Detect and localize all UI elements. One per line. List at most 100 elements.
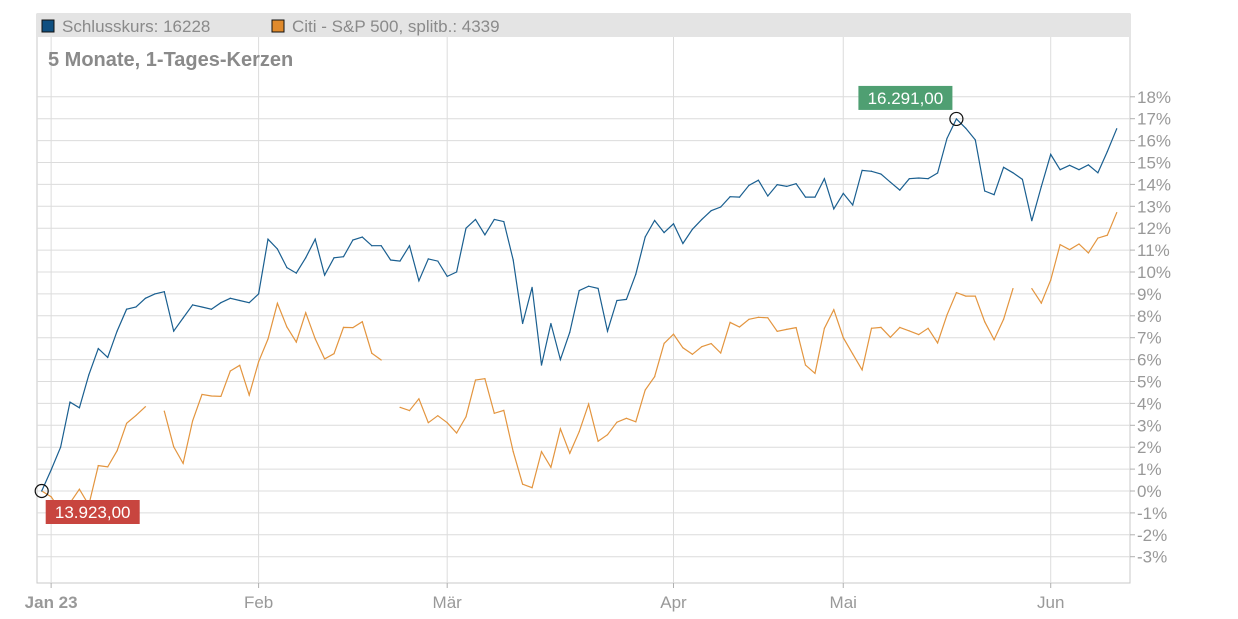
data-point xyxy=(1050,153,1052,155)
data-point xyxy=(880,173,882,175)
data-point xyxy=(918,334,920,336)
data-point xyxy=(220,395,222,397)
data-point xyxy=(1012,172,1014,174)
x-tick-label: Jun xyxy=(1037,593,1064,612)
y-tick-label: 2% xyxy=(1137,438,1162,457)
data-point xyxy=(305,257,307,259)
data-point xyxy=(795,183,797,185)
data-point xyxy=(691,228,693,230)
data-point xyxy=(588,403,590,405)
data-point xyxy=(474,218,477,221)
data-point xyxy=(823,327,825,329)
data-point xyxy=(918,177,920,179)
data-point xyxy=(342,326,345,329)
data-point xyxy=(418,280,420,282)
data-point xyxy=(144,297,147,299)
data-point xyxy=(276,302,279,304)
data-point xyxy=(276,248,279,250)
legend-item-schlusskurs[interactable]: Schlusskurs: 16228 xyxy=(41,17,210,36)
legend-item-sp500[interactable]: Citi - S&P 500, splitb.: 4339 xyxy=(271,17,500,36)
data-point xyxy=(710,343,712,345)
data-point xyxy=(531,286,533,288)
data-point xyxy=(144,406,147,408)
data-point xyxy=(833,208,835,210)
y-tick-label: -3% xyxy=(1137,548,1167,567)
y-tick-label: 4% xyxy=(1137,394,1162,413)
data-point xyxy=(257,293,260,295)
data-point xyxy=(588,285,590,287)
data-point xyxy=(427,422,429,424)
data-point xyxy=(352,327,354,329)
data-point xyxy=(408,245,411,247)
data-point xyxy=(663,231,665,234)
data-point xyxy=(446,422,448,424)
value-badge-high xyxy=(858,85,953,110)
data-point xyxy=(682,242,684,245)
value-label-low: 13.923,00 xyxy=(55,503,131,522)
data-point xyxy=(361,321,363,323)
data-point xyxy=(248,394,250,396)
data-point xyxy=(748,318,750,320)
data-point xyxy=(1087,252,1090,254)
data-point xyxy=(616,299,618,302)
data-point xyxy=(220,302,222,304)
data-point xyxy=(474,379,477,381)
series-line-schlusskurs xyxy=(41,117,1118,492)
legend-swatch-sp500 xyxy=(271,19,285,33)
data-point xyxy=(861,369,863,371)
data-point xyxy=(625,417,627,419)
data-point xyxy=(776,184,778,186)
data-point xyxy=(361,236,363,238)
legend-label-schlusskurs: Schlusskurs: 16228 xyxy=(62,17,210,36)
data-point xyxy=(993,339,995,341)
data-point xyxy=(484,378,486,380)
data-point xyxy=(795,327,797,329)
data-point xyxy=(125,422,128,424)
data-point xyxy=(342,256,345,258)
data-point xyxy=(1116,212,1118,214)
data-point xyxy=(41,490,43,492)
data-point xyxy=(456,271,458,273)
data-point xyxy=(1087,164,1090,166)
marker-circle-low xyxy=(34,483,49,499)
data-point xyxy=(267,338,269,340)
data-point xyxy=(97,464,99,467)
data-point xyxy=(663,342,665,344)
data-point xyxy=(852,204,854,206)
data-point xyxy=(1021,178,1024,180)
data-point xyxy=(842,192,844,194)
data-point xyxy=(1040,185,1042,188)
data-point xyxy=(408,410,411,412)
data-point xyxy=(1002,166,1005,168)
data-point xyxy=(804,196,807,198)
data-point xyxy=(738,196,741,198)
data-point xyxy=(654,219,656,222)
data-point xyxy=(314,338,316,340)
data-point xyxy=(701,218,703,221)
data-point xyxy=(493,218,495,221)
data-point xyxy=(861,169,863,171)
data-point xyxy=(550,466,552,468)
data-point xyxy=(786,185,788,187)
data-point xyxy=(446,275,448,277)
data-point xyxy=(625,298,627,300)
data-point xyxy=(522,483,524,485)
y-tick-label: 16% xyxy=(1137,132,1171,151)
data-point xyxy=(107,466,109,468)
y-tick-label: 7% xyxy=(1137,329,1162,348)
data-point xyxy=(107,356,109,359)
data-point xyxy=(908,178,910,180)
data-point xyxy=(870,170,873,172)
data-point xyxy=(654,376,656,378)
series-line-sp500 xyxy=(41,212,1118,512)
data-point xyxy=(1059,169,1061,171)
data-point xyxy=(295,272,297,274)
data-point xyxy=(116,330,118,332)
data-point xyxy=(78,488,81,490)
data-point xyxy=(635,421,637,423)
data-point xyxy=(493,412,495,414)
data-point xyxy=(173,330,175,332)
y-tick-label: 13% xyxy=(1137,197,1171,216)
data-point xyxy=(437,260,439,262)
plot-frame xyxy=(36,13,1131,584)
